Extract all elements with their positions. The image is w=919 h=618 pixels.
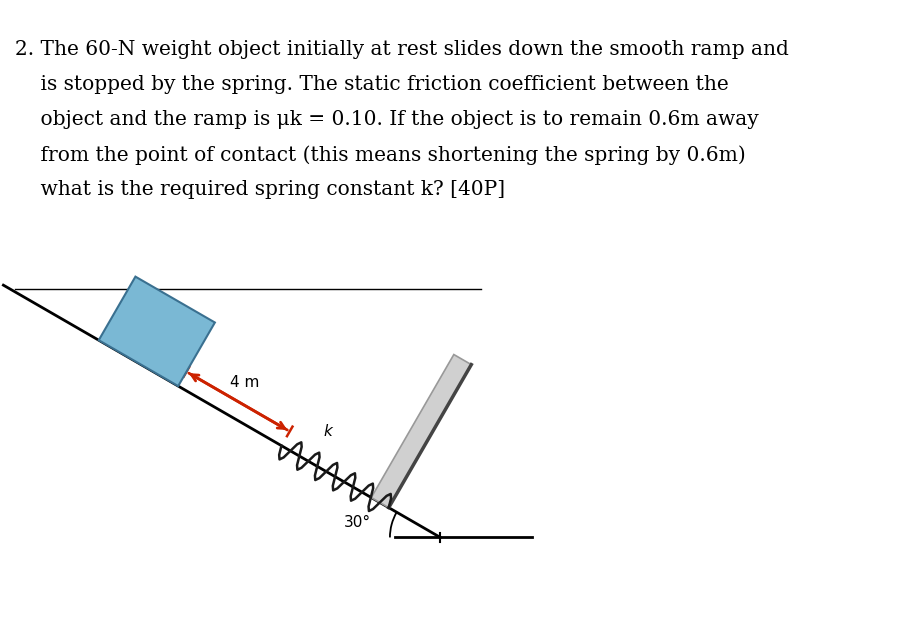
Text: object and the ramp is μk = 0.10. If the object is to remain 0.6m away: object and the ramp is μk = 0.10. If the… [16,110,758,129]
Text: 2. The 60-N weight object initially at rest slides down the smooth ramp and: 2. The 60-N weight object initially at r… [16,40,789,59]
Text: what is the required spring constant k? [40P]: what is the required spring constant k? … [16,180,505,199]
Text: 4 m: 4 m [230,375,259,390]
Polygon shape [98,277,215,386]
Text: from the point of contact (this means shortening the spring by 0.6m): from the point of contact (this means sh… [16,145,745,165]
Text: is stopped by the spring. The static friction coefficient between the: is stopped by the spring. The static fri… [16,75,728,94]
Polygon shape [371,355,471,507]
Text: 30°: 30° [344,515,370,530]
Text: k: k [323,424,333,439]
